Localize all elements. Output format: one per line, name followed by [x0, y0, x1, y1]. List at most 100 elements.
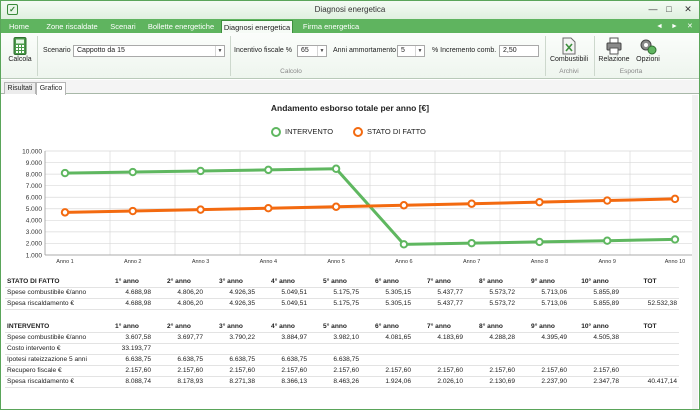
table-cell: 2.157,60	[153, 365, 205, 377]
table-cell: 8.366,13	[257, 376, 309, 388]
table-cell: 52.532,38	[621, 298, 679, 310]
x-tick-label: Anno 7	[463, 259, 480, 265]
table-cell: 8.088,74	[101, 376, 153, 388]
x-tick-label: Anno 3	[192, 259, 209, 265]
table-cell: 3.982,10	[309, 332, 361, 344]
table-cell: 3.790,22	[205, 332, 257, 344]
data-point	[331, 202, 341, 211]
tab-close-icon[interactable]: ✕	[687, 23, 693, 30]
table-cell: 4.288,28	[465, 332, 517, 344]
legend-marker-stato	[353, 127, 363, 137]
calcola-button[interactable]: Calcola	[5, 37, 35, 63]
anni-label: Anni ammortamento	[333, 47, 397, 54]
chevron-down-icon: ▼	[215, 46, 224, 56]
opzioni-button[interactable]: Opzioni	[633, 37, 663, 63]
table-row: Spesa riscaldamento €8.088,74 8.178,93 8.2…	[5, 376, 679, 388]
tab-firma-energetica[interactable]: Firma energetica	[302, 22, 360, 31]
data-point	[60, 208, 70, 217]
window-title: Diagnosi energetica	[314, 5, 386, 14]
tab-scroll-right-icon[interactable]: ►	[671, 23, 678, 30]
table-row: Ipotesi rateizzazione 5 anni 6.638,75 6.63…	[5, 354, 679, 366]
data-point	[535, 197, 544, 207]
tab-scenari[interactable]: Scenari	[110, 22, 136, 31]
table-cell: 2.130,69	[465, 376, 517, 388]
x-tick-label: Anno 5	[327, 259, 344, 265]
table-cell: 2.157,60	[101, 365, 153, 377]
table-cell: 2.157,60	[361, 365, 413, 377]
x-tick-label: Anno 9	[599, 259, 616, 265]
table-cell: 40.417,14	[621, 376, 679, 388]
tab-risultati[interactable]: Risultati	[4, 82, 36, 94]
table-cell: 6.638,75	[205, 354, 257, 366]
combustibili-button[interactable]: Combustibili	[549, 37, 589, 63]
maximize-button[interactable]: □	[666, 4, 672, 14]
scenario-select[interactable]: Cappotto da 15 ▼	[73, 45, 225, 57]
table-cell	[621, 332, 679, 344]
table-cell: 3.697,77	[153, 332, 205, 344]
table-cell	[465, 354, 517, 366]
table-cell	[413, 343, 465, 355]
vertical-scrollbar[interactable]	[692, 95, 698, 409]
tab-home[interactable]: Home	[8, 22, 29, 31]
legend-stato: STATO DI FATTO	[353, 126, 443, 138]
table-cell	[413, 354, 465, 366]
series-line-stato-di-fatto	[64, 197, 676, 214]
y-tick-label: 9.000	[26, 160, 43, 167]
table-cell: 5.855,89	[569, 298, 621, 310]
table-cell	[569, 343, 621, 355]
tab-diagnosi-energetica[interactable]: Diagnosi energetica	[221, 20, 293, 33]
ribbon: Calcola Scenario Cappotto da 15 ▼ Incent…	[1, 33, 699, 79]
table-cell: 5.573,72	[465, 298, 517, 310]
table-cell: 2.157,60	[569, 365, 621, 377]
table-cell: 2.026,10	[413, 376, 465, 388]
opzioni-label: Opzioni	[636, 56, 660, 63]
table-cell: 3.884,97	[257, 332, 309, 344]
table-cell: 2.157,60	[309, 365, 361, 377]
table-cell: 6.638,75	[257, 354, 309, 366]
tab-zone-riscaldate[interactable]: Zone riscaldate	[46, 22, 98, 31]
ribbon-separator	[594, 36, 595, 76]
tab-bollette-energetiche[interactable]: Bollette energetiche	[147, 22, 215, 31]
close-button[interactable]: ✕	[684, 4, 692, 14]
table-cell: 5.305,15	[361, 298, 413, 310]
row-label: Spesa riscaldamento €	[5, 298, 101, 310]
chart-title: Andamento esborso totale per anno [€]	[270, 103, 430, 113]
table-cell: 2.157,60	[517, 365, 569, 377]
table-cell: 4.806,20	[153, 298, 205, 310]
incentivo-select[interactable]: 65 ▼	[297, 45, 327, 57]
table-cell: 2.347,78	[569, 376, 621, 388]
data-point	[128, 206, 137, 216]
column-header: STATO DI FATTO	[5, 277, 101, 288]
fuel-document-icon	[562, 37, 576, 55]
table-cell: 6.638,75	[309, 354, 361, 366]
table-cell: 5.049,51	[257, 298, 309, 310]
table-cell	[621, 343, 679, 355]
column-header: 2° anno	[153, 277, 205, 288]
anni-select[interactable]: 5 ▼	[397, 45, 425, 57]
minimize-button[interactable]: —	[648, 4, 658, 14]
incentivo-label: Incentivo fiscale %	[234, 47, 292, 54]
tab-grafico[interactable]: Grafico	[36, 82, 66, 95]
y-tick-label: 7.000	[26, 183, 43, 190]
chevron-down-icon: ▼	[317, 46, 326, 56]
table-cell	[257, 343, 309, 355]
table-cell: 4.081,65	[361, 332, 413, 344]
relazione-button[interactable]: Relazione	[597, 37, 631, 63]
data-point	[264, 204, 273, 213]
data-point	[535, 237, 544, 247]
leaf-icon: ✓	[7, 4, 18, 15]
column-header: 4° anno	[257, 322, 309, 333]
data-point	[128, 167, 137, 177]
table-cell: 5.713,06	[517, 298, 569, 310]
incremento-input[interactable]: 2,50	[499, 45, 539, 57]
table-row: Costo intervento €33.193,77	[5, 343, 679, 355]
table-cell: 8.271,38	[205, 376, 257, 388]
scenario-label: Scenario	[43, 47, 71, 54]
legend-intervento: INTERVENTO	[271, 126, 341, 138]
calcola-label: Calcola	[8, 56, 32, 63]
column-header: INTERVENTO	[5, 322, 101, 333]
table-cell: 3.607,58	[101, 332, 153, 344]
column-header: 6° anno	[361, 277, 413, 288]
inner-tab-bar: Risultati Grafico	[1, 80, 699, 95]
tab-scroll-left-icon[interactable]: ◄	[656, 23, 663, 30]
